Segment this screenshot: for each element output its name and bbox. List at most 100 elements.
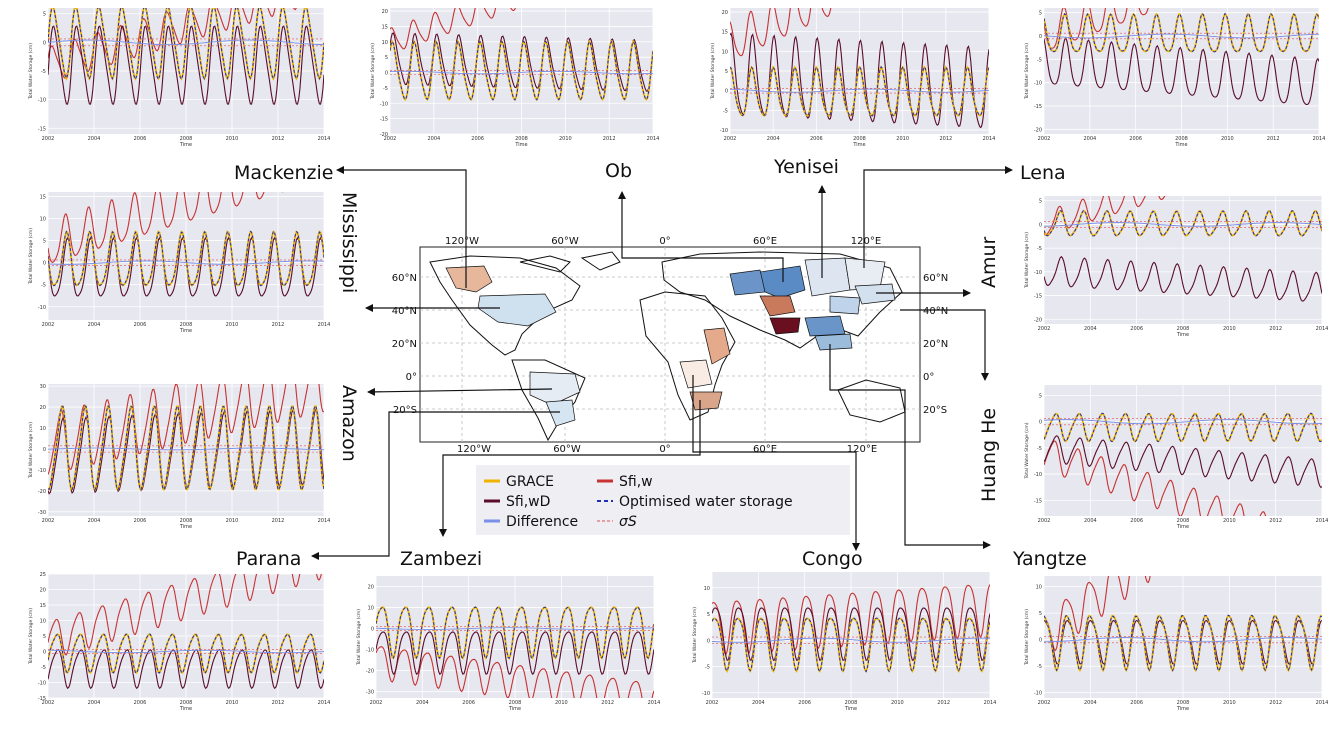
xtick-huang-he-5: 2012 <box>1269 518 1282 524</box>
series-sfiw-congo <box>712 584 990 656</box>
series-sfiw-parana <box>48 574 322 656</box>
curves-mackenzie <box>48 8 324 105</box>
ytick-lena-1: 0 <box>1039 34 1042 40</box>
xtick-zambezi-1: 2004 <box>416 700 429 706</box>
arrow-yangtze <box>829 344 991 549</box>
basin-label-parana: Parana <box>236 548 301 570</box>
basin-label-amur: Amur <box>978 236 1000 288</box>
ytick-amur-0: 5 <box>1039 199 1042 205</box>
xtick-mackenzie-3: 2008 <box>180 136 193 142</box>
ytick-yangtze-2: 0 <box>1039 638 1042 644</box>
ylabel-zambezi: Total Water Storage (cm) <box>356 609 362 666</box>
xtick-lena-2: 2006 <box>1129 136 1142 142</box>
panel-amur: 5 0 -5 -10 -15 -20 2002 2004 2006 2008 2010 2012 201… <box>1024 196 1329 338</box>
xtick-yangtze-2: 2006 <box>1130 700 1143 706</box>
series-optimised-amur <box>1044 210 1322 237</box>
xtick-amur-6: 2014 <box>1316 326 1329 332</box>
series-difference-mississippi <box>48 260 324 265</box>
world-map: 120°W 60°W 0° 60°E 120°E 120°W 60°W 0° 6… <box>392 236 948 455</box>
series-grace-yenisei <box>730 65 989 117</box>
xtick-amur-0: 2002 <box>1038 326 1051 332</box>
ytick-yenisei-2: 10 <box>722 49 728 55</box>
basin-label-mackenzie: Mackenzie <box>234 162 333 184</box>
map-lon-top-3: 60°E <box>753 236 777 247</box>
ytick-parana-8: -15 <box>38 696 46 702</box>
basin-indus <box>769 317 801 335</box>
xtick-mackenzie-4: 2010 <box>226 136 239 142</box>
xtick-zambezi-6: 2014 <box>648 700 661 706</box>
xlabel-amur: Time <box>1176 332 1189 338</box>
ytick-yenisei-6: -10 <box>720 128 728 134</box>
ylabel-huang-he: Total Water Storage (cm) <box>1024 422 1030 479</box>
xtick-zambezi-2: 2006 <box>462 700 475 706</box>
ytick-mackenzie-3: -10 <box>38 98 46 104</box>
xtick-amur-4: 2010 <box>1223 326 1236 332</box>
series-sfiwd-huang-he <box>1044 435 1322 488</box>
ytick-amur-2: -5 <box>1037 246 1042 252</box>
xtick-yangtze-5: 2012 <box>1269 700 1282 706</box>
series-optimised-zambezi <box>376 606 654 660</box>
xtick-yenisei-3: 2008 <box>853 136 866 142</box>
ytick-zambezi-3: -10 <box>366 648 374 654</box>
basin-label-congo: Congo <box>802 548 863 570</box>
basin-zambezi <box>689 391 723 411</box>
xtick-ob-5: 2012 <box>603 136 616 142</box>
legend-sfiwd-label: Sfi,wD <box>506 494 550 510</box>
ytick-amur-1: 0 <box>1039 222 1042 228</box>
series-optimised-lena <box>1044 12 1319 53</box>
legend-grace-label: GRACE <box>506 474 554 490</box>
series-difference-yenisei <box>730 88 989 93</box>
ytick-parana-4: 5 <box>43 634 46 640</box>
basin-mongolia <box>829 295 861 315</box>
xtick-mississippi-5: 2012 <box>272 322 285 328</box>
basin-amur <box>854 283 896 305</box>
xtick-amazon-0: 2002 <box>42 518 55 524</box>
ytick-huang-he-2: -5 <box>1037 446 1042 452</box>
series-optimised-yangtze <box>1044 614 1322 672</box>
ylabel-congo: Total Water Storage (cm) <box>692 607 698 664</box>
xlabel-yenisei: Time <box>852 142 865 148</box>
xtick-congo-0: 2002 <box>706 700 719 706</box>
xtick-congo-4: 2010 <box>891 700 904 706</box>
panel-lena: 5 0 -5 -10 -15 -20 2002 2004 2006 2008 2010 2012 201… <box>1024 8 1325 148</box>
series-sfiw-zambezi <box>376 646 654 698</box>
ylabel-ob: Total Water Storage (cm) <box>370 43 376 100</box>
arrow-parana <box>311 411 560 560</box>
map-lat-left-1: 40°N <box>392 306 417 317</box>
ytick-amazon-6: -30 <box>38 510 46 516</box>
ytick-parana-3: 10 <box>40 619 46 625</box>
ytick-mackenzie-4: -15 <box>38 126 46 132</box>
xtick-yenisei-0: 2002 <box>724 136 737 142</box>
basin-parana <box>545 399 576 427</box>
ytick-yenisei-4: 0 <box>725 89 728 95</box>
ytick-ob-4: 0 <box>385 71 388 77</box>
arrow-amazon <box>367 387 553 396</box>
ylabel-amur: Total Water Storage (cm) <box>1024 232 1030 289</box>
ytick-yenisei-5: -5 <box>723 108 728 114</box>
curves-lena <box>1044 8 1319 106</box>
map-lon-top-2: 0° <box>659 236 670 247</box>
series-optimised-huang-he <box>1044 412 1322 443</box>
series-sfiwd-amur <box>1044 255 1322 302</box>
curves-mississippi <box>48 192 324 297</box>
xtick-mississippi-4: 2010 <box>226 322 239 328</box>
ytick-yangtze-0: 10 <box>1036 585 1042 591</box>
basin-yangtze <box>814 333 853 351</box>
ytick-mackenzie-1: 0 <box>43 40 46 46</box>
xtick-lena-1: 2004 <box>1083 136 1096 142</box>
panel-yangtze: 10 5 0 -5 -10 2002 2004 2006 2008 2010 2012 2014 Tim… <box>1024 576 1328 712</box>
panel-mississippi: 15 10 5 0 -5 -10 2002 2004 2006 2008 2010 2012 2014 T… <box>28 192 330 334</box>
xtick-yangtze-1: 2004 <box>1084 700 1097 706</box>
map-lat-right-0: 60°N <box>923 273 948 284</box>
series-optimised-amazon <box>48 405 324 491</box>
ytick-ob-3: 5 <box>385 55 388 61</box>
ytick-ob-5: -5 <box>383 86 388 92</box>
ytick-ob-2: 10 <box>382 40 388 46</box>
xtick-zambezi-4: 2010 <box>555 700 568 706</box>
ytick-lena-2: -5 <box>1037 57 1042 63</box>
legend-box <box>476 465 850 535</box>
panel-mackenzie: 5 0 -5 -10 -15 2002 2004 2006 2008 2010 2012 2014 Ti… <box>28 8 330 148</box>
map-lat-right-2: 20°N <box>923 339 948 350</box>
